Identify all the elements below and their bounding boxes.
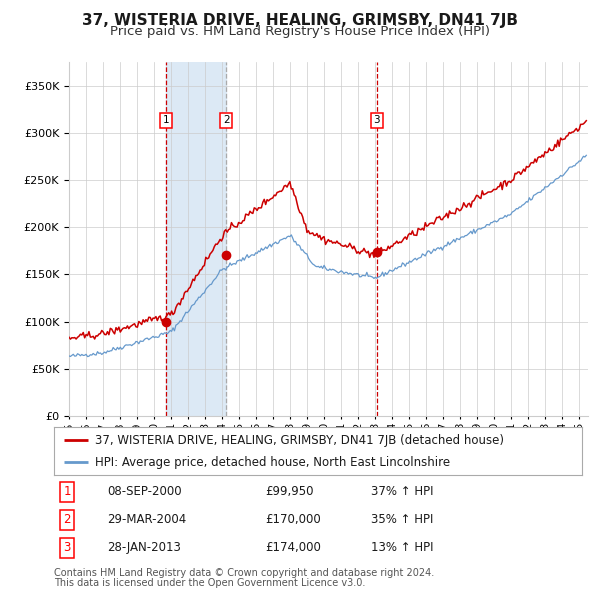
Text: £170,000: £170,000	[265, 513, 321, 526]
Text: Price paid vs. HM Land Registry's House Price Index (HPI): Price paid vs. HM Land Registry's House …	[110, 25, 490, 38]
Text: £99,950: £99,950	[265, 486, 314, 499]
Text: 29-MAR-2004: 29-MAR-2004	[107, 513, 186, 526]
Bar	[166, 62, 226, 416]
Text: Contains HM Land Registry data © Crown copyright and database right 2024.: Contains HM Land Registry data © Crown c…	[54, 568, 434, 578]
Text: 37% ↑ HPI: 37% ↑ HPI	[371, 486, 433, 499]
Text: 3: 3	[64, 541, 71, 554]
Text: £174,000: £174,000	[265, 541, 321, 554]
Text: 3: 3	[373, 116, 380, 125]
Text: 2: 2	[64, 513, 71, 526]
Text: 35% ↑ HPI: 35% ↑ HPI	[371, 513, 433, 526]
Text: 1: 1	[64, 486, 71, 499]
Text: 37, WISTERIA DRIVE, HEALING, GRIMSBY, DN41 7JB (detached house): 37, WISTERIA DRIVE, HEALING, GRIMSBY, DN…	[95, 434, 504, 447]
Text: HPI: Average price, detached house, North East Lincolnshire: HPI: Average price, detached house, Nort…	[95, 456, 451, 469]
Text: 28-JAN-2013: 28-JAN-2013	[107, 541, 181, 554]
Text: 1: 1	[163, 116, 169, 125]
Text: 13% ↑ HPI: 13% ↑ HPI	[371, 541, 433, 554]
Text: 08-SEP-2000: 08-SEP-2000	[107, 486, 181, 499]
Text: 2: 2	[223, 116, 230, 125]
Text: 37, WISTERIA DRIVE, HEALING, GRIMSBY, DN41 7JB: 37, WISTERIA DRIVE, HEALING, GRIMSBY, DN…	[82, 13, 518, 28]
Text: This data is licensed under the Open Government Licence v3.0.: This data is licensed under the Open Gov…	[54, 578, 365, 588]
